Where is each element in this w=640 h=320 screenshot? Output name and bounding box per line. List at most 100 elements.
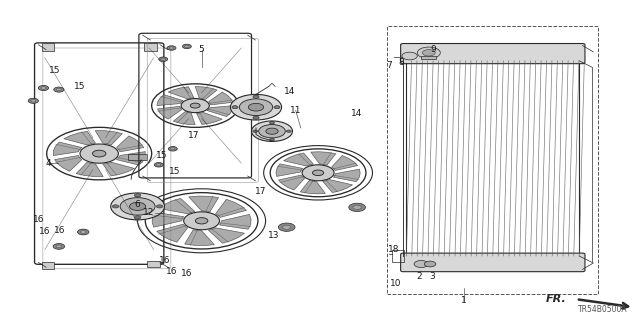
Polygon shape <box>116 152 145 165</box>
Text: 6: 6 <box>135 200 140 209</box>
Circle shape <box>232 106 238 109</box>
Circle shape <box>181 99 209 113</box>
Text: 7: 7 <box>387 61 392 70</box>
Circle shape <box>169 47 174 49</box>
Circle shape <box>53 244 65 249</box>
Bar <box>147 261 160 267</box>
Polygon shape <box>195 86 217 100</box>
Circle shape <box>134 194 141 197</box>
Polygon shape <box>54 156 82 171</box>
Text: 4: 4 <box>45 159 51 168</box>
Circle shape <box>156 205 163 208</box>
Polygon shape <box>185 230 214 245</box>
Bar <box>421 56 436 59</box>
Circle shape <box>129 202 146 211</box>
Circle shape <box>93 150 106 157</box>
Text: 16: 16 <box>54 226 65 235</box>
Circle shape <box>56 245 61 248</box>
Circle shape <box>167 46 176 50</box>
Text: 9: 9 <box>431 45 436 54</box>
Circle shape <box>402 52 417 60</box>
Polygon shape <box>157 106 182 119</box>
Polygon shape <box>209 228 244 243</box>
Circle shape <box>134 216 141 219</box>
Text: 17: 17 <box>188 132 199 140</box>
Polygon shape <box>333 169 360 182</box>
Circle shape <box>230 94 282 120</box>
Polygon shape <box>157 224 188 242</box>
Polygon shape <box>323 180 353 193</box>
Circle shape <box>252 121 292 141</box>
Polygon shape <box>64 131 95 145</box>
Text: 15: 15 <box>74 82 85 91</box>
Bar <box>42 43 54 51</box>
Text: FR.: FR. <box>546 294 566 304</box>
Bar <box>128 154 147 160</box>
Circle shape <box>31 100 36 102</box>
Polygon shape <box>278 175 305 190</box>
Polygon shape <box>216 199 246 217</box>
Circle shape <box>282 225 291 229</box>
Circle shape <box>269 138 275 141</box>
Circle shape <box>239 99 273 116</box>
Text: 16: 16 <box>159 256 171 265</box>
Circle shape <box>159 57 168 61</box>
Bar <box>144 43 157 51</box>
Circle shape <box>120 198 155 215</box>
Polygon shape <box>220 214 251 229</box>
Bar <box>387 26 598 294</box>
Circle shape <box>41 87 46 89</box>
Circle shape <box>81 230 86 234</box>
Circle shape <box>182 44 191 49</box>
Text: 2: 2 <box>417 272 422 281</box>
Circle shape <box>424 261 436 267</box>
Circle shape <box>253 95 259 98</box>
Polygon shape <box>103 162 134 176</box>
Circle shape <box>184 212 220 230</box>
Polygon shape <box>157 95 183 106</box>
Text: 15: 15 <box>49 66 60 75</box>
Circle shape <box>269 122 275 124</box>
Bar <box>42 262 54 269</box>
Circle shape <box>312 170 324 176</box>
Circle shape <box>54 87 64 92</box>
Polygon shape <box>152 212 184 227</box>
Polygon shape <box>284 153 314 166</box>
Circle shape <box>253 116 259 119</box>
Circle shape <box>38 85 49 91</box>
Circle shape <box>259 124 285 138</box>
Circle shape <box>274 106 280 109</box>
Circle shape <box>111 193 164 220</box>
Polygon shape <box>207 106 234 116</box>
Circle shape <box>190 103 200 108</box>
Circle shape <box>286 130 291 132</box>
Circle shape <box>154 163 163 167</box>
Text: 13: 13 <box>268 231 280 240</box>
Circle shape <box>302 165 334 181</box>
Polygon shape <box>311 152 336 165</box>
Bar <box>406 61 579 256</box>
Text: 12: 12 <box>143 208 154 217</box>
Text: 3: 3 <box>429 272 435 281</box>
Text: 14: 14 <box>351 109 363 118</box>
Text: 17: 17 <box>255 188 267 196</box>
Circle shape <box>156 164 161 166</box>
Polygon shape <box>159 198 195 214</box>
Polygon shape <box>276 164 303 176</box>
Text: 11: 11 <box>290 106 301 115</box>
Circle shape <box>414 260 428 268</box>
Circle shape <box>278 223 295 231</box>
Circle shape <box>113 205 119 208</box>
Polygon shape <box>168 87 194 99</box>
Text: 1: 1 <box>461 296 467 305</box>
Text: 8: 8 <box>399 58 404 67</box>
Text: TR54B0500A: TR54B0500A <box>577 305 627 314</box>
Circle shape <box>161 58 165 60</box>
Polygon shape <box>332 156 358 171</box>
Circle shape <box>266 128 278 134</box>
Circle shape <box>80 144 118 163</box>
Polygon shape <box>95 131 122 145</box>
Text: 16: 16 <box>166 268 177 276</box>
Polygon shape <box>189 196 218 212</box>
Circle shape <box>353 205 362 210</box>
